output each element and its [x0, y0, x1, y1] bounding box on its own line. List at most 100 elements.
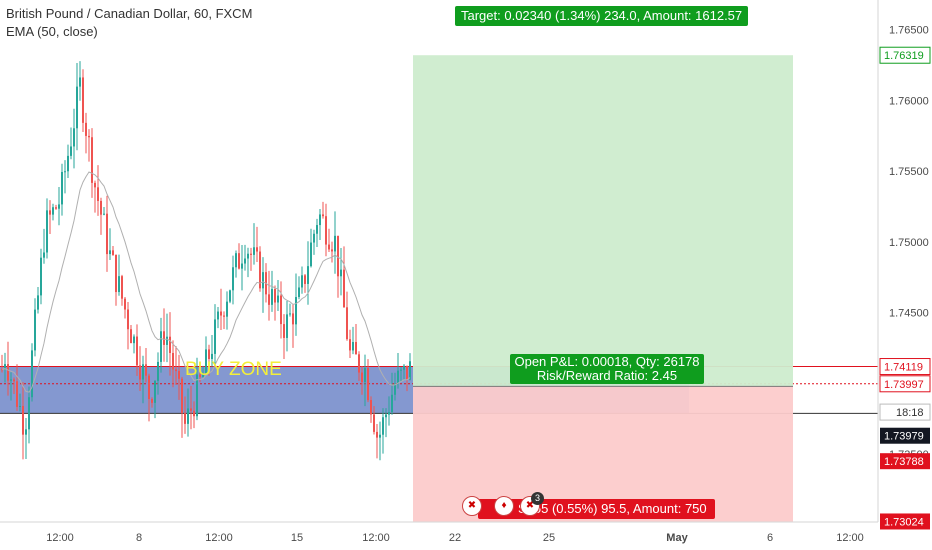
candle-body [388, 411, 390, 415]
price-axis[interactable]: 1.765001.760001.755001.750001.745001.740… [877, 0, 932, 550]
open-pnl-line: Open P&L: 0.00018, Qty: 26178 [514, 354, 700, 369]
candle-body [79, 77, 81, 87]
price-tag: 1.73024 [880, 513, 930, 530]
candle-body [346, 307, 348, 340]
candle-body [85, 122, 87, 136]
price-tag: 1.73979 [880, 427, 930, 444]
candle-body [241, 263, 243, 269]
candle-body [70, 146, 72, 156]
chart-legend: British Pound / Canadian Dollar, 60, FXC… [6, 5, 252, 41]
candle-body [406, 365, 408, 380]
time-tick-label: May [666, 532, 688, 544]
profit-area [413, 55, 793, 387]
candle-body [226, 301, 228, 317]
price-tag-label: 1.73788 [884, 456, 924, 468]
svg-text:BUY ZONE: BUY ZONE [185, 359, 282, 379]
candle-body [409, 361, 411, 380]
candle-body [166, 336, 168, 345]
price-tag-box [880, 427, 930, 444]
candle-body [55, 207, 57, 209]
candle-body [163, 331, 165, 345]
candle-body [151, 398, 153, 403]
target-label[interactable]: Target: 0.02340 (1.34%) 234.0, Amount: 1… [455, 6, 749, 26]
price-tick-label: 1.76000 [889, 95, 929, 107]
indicator-title[interactable]: EMA (50, close) [6, 24, 98, 39]
candle-body [73, 128, 75, 147]
candle-body [100, 200, 102, 215]
candle-body [202, 373, 204, 378]
candle-body [385, 414, 387, 418]
time-axis[interactable]: 12:00 8 12:00 15 12:00 22 25 May 6 12:00 [0, 521, 878, 544]
price-tick-label: 1.75000 [889, 237, 929, 249]
price-tag-box [880, 453, 930, 470]
candle-body [139, 365, 141, 380]
candle-body [370, 400, 372, 415]
price-tag: 1.73788 [880, 453, 930, 470]
candle-body [289, 313, 291, 315]
candle-body [310, 242, 312, 267]
candle-body [127, 309, 129, 330]
price-tick-label: 1.76500 [889, 25, 929, 37]
candle-body [172, 352, 174, 370]
price-tag-label: 1.74119 [884, 362, 923, 374]
time-tag-label: 18:18 [896, 407, 924, 419]
candle-body [40, 257, 42, 296]
candle-body [52, 207, 54, 215]
candle-body [142, 364, 144, 380]
candle-body [67, 155, 69, 172]
candle-body [187, 408, 189, 424]
time-tick-label: 12:00 [46, 532, 74, 544]
open-pnl-label[interactable]: Open P&L: 0.00018, Qty: 26178 Risk/Rewar… [510, 354, 704, 384]
candle-body [295, 297, 297, 325]
candle-body [106, 213, 108, 255]
event-count-badge: 3 [531, 492, 544, 505]
candle-body [250, 253, 252, 255]
candle-body [373, 414, 375, 432]
candle-body [307, 266, 309, 284]
candle-body [181, 378, 183, 414]
time-tick-label: 22 [449, 532, 461, 544]
candles-layer [1, 61, 411, 461]
candle-body [175, 369, 177, 372]
candle-body [121, 276, 123, 299]
candle-body [91, 137, 93, 183]
candle-body [124, 298, 126, 310]
cad-flag-icon[interactable]: ♦ [494, 496, 514, 516]
candle-body [313, 233, 315, 243]
candle-body [334, 235, 336, 252]
price-tick-label: 1.74500 [889, 308, 929, 320]
candle-body [220, 311, 222, 316]
candle-body [364, 368, 366, 383]
candle-body [19, 405, 21, 407]
gbp-flag-icon[interactable]: ✖ [462, 496, 482, 516]
candle-body [22, 405, 24, 435]
candle-body [337, 235, 339, 277]
candle-body [109, 250, 111, 255]
candle-body [292, 313, 294, 325]
candle-body [178, 371, 180, 379]
ema-line [1, 171, 411, 393]
candle-body [382, 417, 384, 435]
candle-body [316, 225, 318, 234]
time-tick-label: 12:00 [205, 532, 233, 544]
candle-body [199, 374, 201, 378]
candle-body [391, 394, 393, 412]
candle-body [394, 383, 396, 395]
stop-text: 955 (0.55%) 95.5, Amount: 750 [526, 501, 707, 516]
candle-body [16, 381, 18, 407]
candle-body [145, 364, 147, 376]
candle-body [76, 86, 78, 129]
symbol-title[interactable]: British Pound / Canadian Dollar, 60, FXC… [6, 6, 253, 21]
candle-body [283, 324, 285, 338]
candle-body [37, 295, 39, 310]
price-tag: 1.74119 [879, 358, 931, 376]
candle-body [28, 397, 30, 430]
candle-body [154, 380, 156, 403]
candle-body [400, 369, 402, 371]
price-tag: 1.73997 [879, 375, 931, 393]
candle-body [61, 171, 63, 205]
candle-body [25, 429, 27, 435]
candle-body [214, 319, 216, 354]
time-tick-label: 12:00 [362, 532, 390, 544]
